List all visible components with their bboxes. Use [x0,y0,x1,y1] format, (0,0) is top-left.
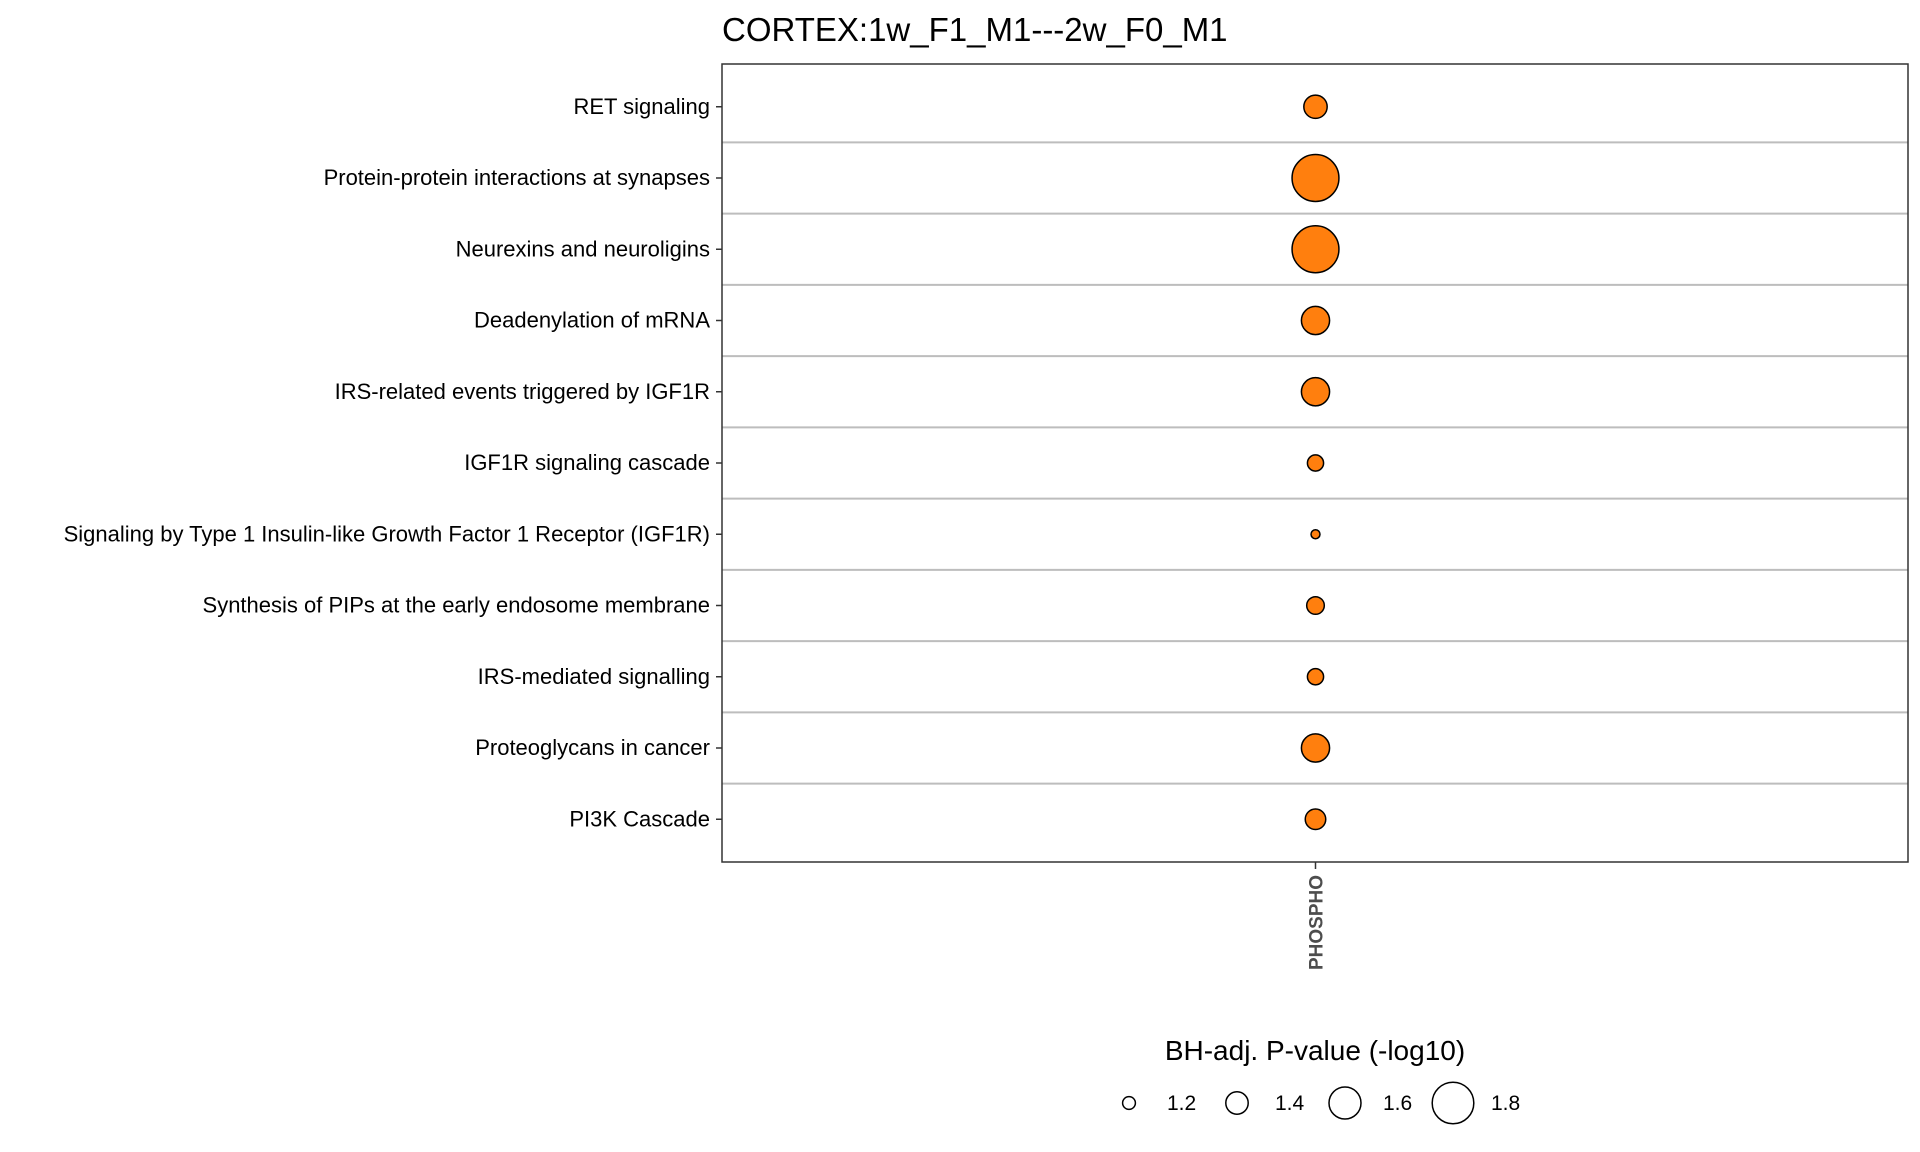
data-point [1291,153,1340,203]
y-tick-label: Proteoglycans in cancer [475,735,710,760]
legend-label: 1.8 [1491,1092,1520,1115]
legend-key [1225,1091,1249,1115]
y-tick-label: PI3K Cascade [569,806,710,831]
data-point [1305,595,1326,616]
data-point [1300,376,1331,407]
y-tick-label: Neurexins and neuroligins [456,236,710,261]
legend-key [1431,1081,1475,1125]
data-point [1304,808,1327,831]
y-tick-label: IRS-related events triggered by IGF1R [335,379,710,404]
grid-lines [722,141,1908,785]
data-point [1300,305,1331,336]
data-point [1310,529,1321,540]
legend-label: 1.4 [1275,1092,1305,1115]
legend-key [1328,1086,1362,1120]
data-point [1306,667,1325,686]
legend-key [1121,1095,1137,1111]
y-tick-label: Deadenylation of mRNA [474,308,710,333]
y-tick-label: IGF1R signaling cascade [464,450,710,475]
y-tick-label: Signaling by Type 1 Insulin-like Growth … [64,521,710,546]
x-axis-labels: PHOSPHO [1307,862,1328,970]
legend-label: 1.2 [1167,1092,1196,1115]
y-tick-label: Protein-protein interactions at synapses [324,165,710,190]
y-axis-labels: RET signaling Protein-protein interaction… [64,94,722,831]
y-tick-label: IRS-mediated signalling [478,664,710,689]
data-point [1306,454,1325,472]
data-point [1300,733,1331,763]
size-legend: BH-adj. P-value (-log10) 1.2 1.4 1.6 1.8 [1121,1035,1520,1125]
legend-title: BH-adj. P-value (-log10) [1165,1035,1465,1066]
data-points [1291,94,1340,831]
data-point [1303,94,1328,120]
x-tick-label: PHOSPHO [1307,875,1328,970]
y-tick-label: Synthesis of PIPs at the early endosome … [203,593,710,618]
data-point [1291,225,1340,274]
legend-label: 1.6 [1383,1092,1412,1115]
chart-title: CORTEX:1w_F1_M1---2w_F0_M1 [722,11,1228,48]
y-tick-label: RET signaling [573,94,710,119]
